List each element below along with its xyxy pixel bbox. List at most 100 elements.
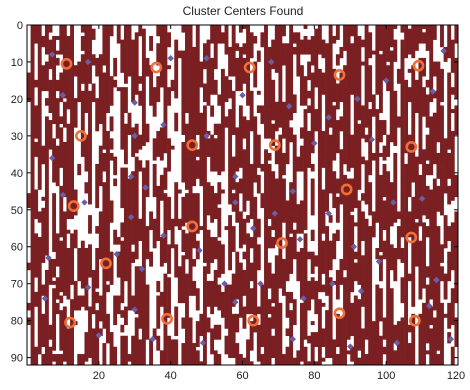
image-block [271,274,275,304]
image-block [264,87,268,106]
image-block [311,73,315,92]
image-block [156,281,160,292]
image-block [325,263,329,278]
image-block [271,94,275,120]
image-block [246,76,250,102]
image-block [286,83,290,105]
image-block [31,358,35,366]
image-block [361,296,365,307]
image-block [451,193,455,201]
image-block [386,241,390,274]
image-block [350,179,354,212]
image-block [347,197,351,216]
image-block [293,47,297,55]
image-block [210,281,214,289]
image-block [289,343,293,365]
image-block [426,135,430,143]
image-block [368,65,372,73]
image-block [225,226,229,230]
image-block [117,25,121,44]
image-block [56,80,60,91]
image-block [131,252,135,263]
image-block [113,230,117,245]
image-block [146,124,150,143]
image-block [447,153,451,179]
image-block [393,91,397,106]
image-block [361,105,365,131]
image-block [393,40,397,62]
image-block [225,116,229,127]
image-block [189,317,193,325]
image-block [192,259,196,267]
image-block [167,336,171,344]
image-block [339,317,343,343]
image-block [354,314,358,347]
image-block [379,288,383,321]
image-block [422,317,426,339]
image-block [447,120,451,150]
image-block [106,54,110,84]
image-block [289,113,293,121]
image-block [196,160,200,179]
image-block [210,208,214,223]
image-block [293,197,297,223]
image-block [433,222,437,255]
image-block [404,248,408,278]
image-block [70,87,74,120]
image-block [390,336,394,355]
image-block [45,248,49,256]
image-block [289,182,293,215]
image-block [207,317,211,332]
image-block [386,328,390,361]
image-block [436,248,440,281]
image-block [142,325,146,336]
image-block [49,347,53,366]
image-block [27,303,31,311]
image-block [296,204,300,223]
image-block [146,226,150,245]
image-block [178,292,182,303]
image-block [401,226,405,237]
image-block [296,32,300,47]
image-block [81,43,85,51]
image-block [275,285,279,318]
image-block [408,29,412,55]
image-block [375,25,379,36]
image-block [426,285,430,315]
image-block [63,109,67,128]
image-block [379,94,383,113]
image-block [203,200,207,211]
image-block [418,109,422,135]
image-block [131,186,135,219]
image-block [404,204,408,219]
image-block [300,146,304,172]
image-block [329,135,333,146]
image-block [372,51,376,55]
image-block [250,237,254,241]
image-block [59,116,63,124]
image-block [189,244,193,270]
image-block [31,142,35,168]
image-block [189,58,193,84]
image-block [393,25,397,29]
image-block [67,285,71,300]
image-block [304,109,308,135]
image-block [52,80,56,95]
image-block [45,25,49,55]
image-block [318,138,322,157]
image-block [415,186,419,219]
image-block [250,241,254,249]
image-block [429,29,433,51]
image-block [386,211,390,241]
image-block [253,40,257,44]
image-block [232,105,236,135]
image-block [401,182,405,208]
image-block [343,160,347,164]
image-block [199,62,203,88]
image-block [167,32,171,36]
image-block [156,336,160,351]
image-block [181,197,185,227]
image-block [390,51,394,70]
image-block [243,270,247,296]
